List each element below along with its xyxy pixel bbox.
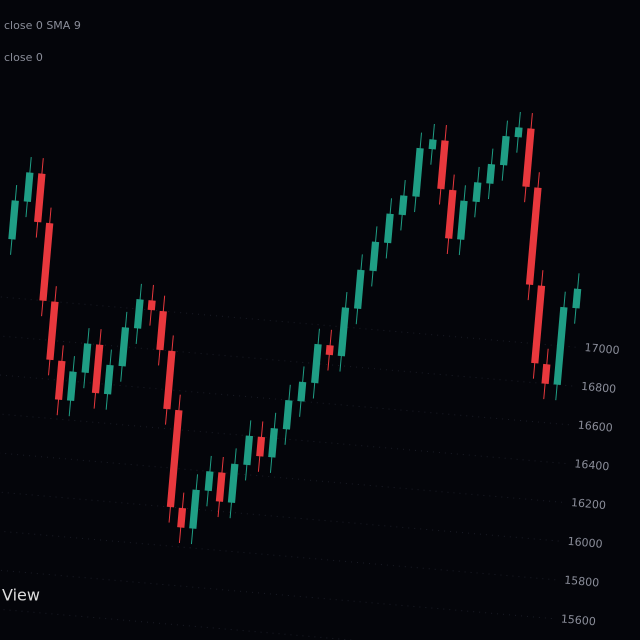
grid-line — [0, 490, 562, 542]
candle-body — [437, 140, 449, 190]
candle-body — [445, 189, 457, 239]
candle-body — [268, 427, 278, 458]
y-tick-label: 16200 — [570, 496, 606, 512]
candle-body — [383, 213, 394, 244]
plot: 1540015600158001600016200164001660016800… — [0, 111, 620, 640]
candle-body — [282, 399, 293, 430]
candle-body — [256, 436, 266, 457]
candle-body — [457, 200, 468, 240]
candle-body — [353, 269, 365, 309]
candle-body — [133, 299, 144, 329]
candle-body — [189, 489, 200, 529]
candle-body — [398, 195, 408, 216]
candle-body — [522, 128, 535, 187]
y-tick-label: 16800 — [581, 380, 617, 396]
candle-body — [118, 327, 130, 367]
y-tick-label: 16400 — [574, 457, 610, 473]
logo-text: View — [2, 586, 40, 605]
candle-body — [215, 472, 226, 502]
candle-body — [514, 127, 523, 138]
candle-body — [531, 285, 546, 364]
y-tick-label: 17000 — [584, 341, 620, 357]
grid-line — [0, 567, 555, 620]
candle-body — [34, 173, 46, 223]
candle-body — [412, 147, 424, 197]
candle-body — [541, 363, 551, 384]
grid-line — [0, 296, 579, 349]
candle-body — [54, 360, 66, 400]
candle-body — [486, 163, 496, 184]
candle-body — [525, 187, 542, 285]
candle-body — [147, 300, 156, 311]
candle-body — [156, 310, 167, 351]
candle-body — [572, 288, 582, 309]
candle-body — [428, 139, 437, 150]
candle-body — [311, 343, 322, 384]
candle-body — [91, 344, 104, 394]
candle-body — [472, 182, 482, 203]
y-tick-label: 16600 — [577, 419, 613, 435]
candle-body — [227, 463, 239, 503]
candle-body — [177, 507, 187, 528]
candle-body — [81, 343, 92, 373]
grid-line — [0, 606, 552, 640]
grid-line — [0, 373, 572, 426]
indicator-label: close 0 SMA 9 — [4, 19, 81, 32]
y-tick-label: 16000 — [567, 535, 603, 551]
candle-body — [166, 409, 183, 508]
candle-body — [103, 364, 114, 395]
grid-line — [0, 451, 566, 504]
candle-body — [46, 301, 59, 361]
y-tick-label: 15800 — [564, 574, 600, 590]
candle-body — [39, 222, 54, 301]
grid-line — [0, 335, 576, 387]
candle-body — [204, 471, 214, 492]
indicator-label: close 0 — [4, 51, 43, 64]
candle-body — [369, 241, 380, 272]
candle-body — [163, 350, 176, 410]
candle-body — [337, 307, 350, 357]
grid-line — [0, 412, 569, 465]
y-tick-label: 15600 — [560, 612, 596, 628]
candle-body — [8, 200, 19, 240]
candle-body — [325, 344, 334, 356]
candle-body — [66, 371, 77, 402]
grid-line — [0, 529, 559, 581]
candle-body — [297, 381, 307, 402]
candle-body — [499, 135, 510, 166]
candle-body — [23, 172, 34, 202]
candle-body — [243, 435, 254, 466]
candle-body — [553, 306, 568, 385]
